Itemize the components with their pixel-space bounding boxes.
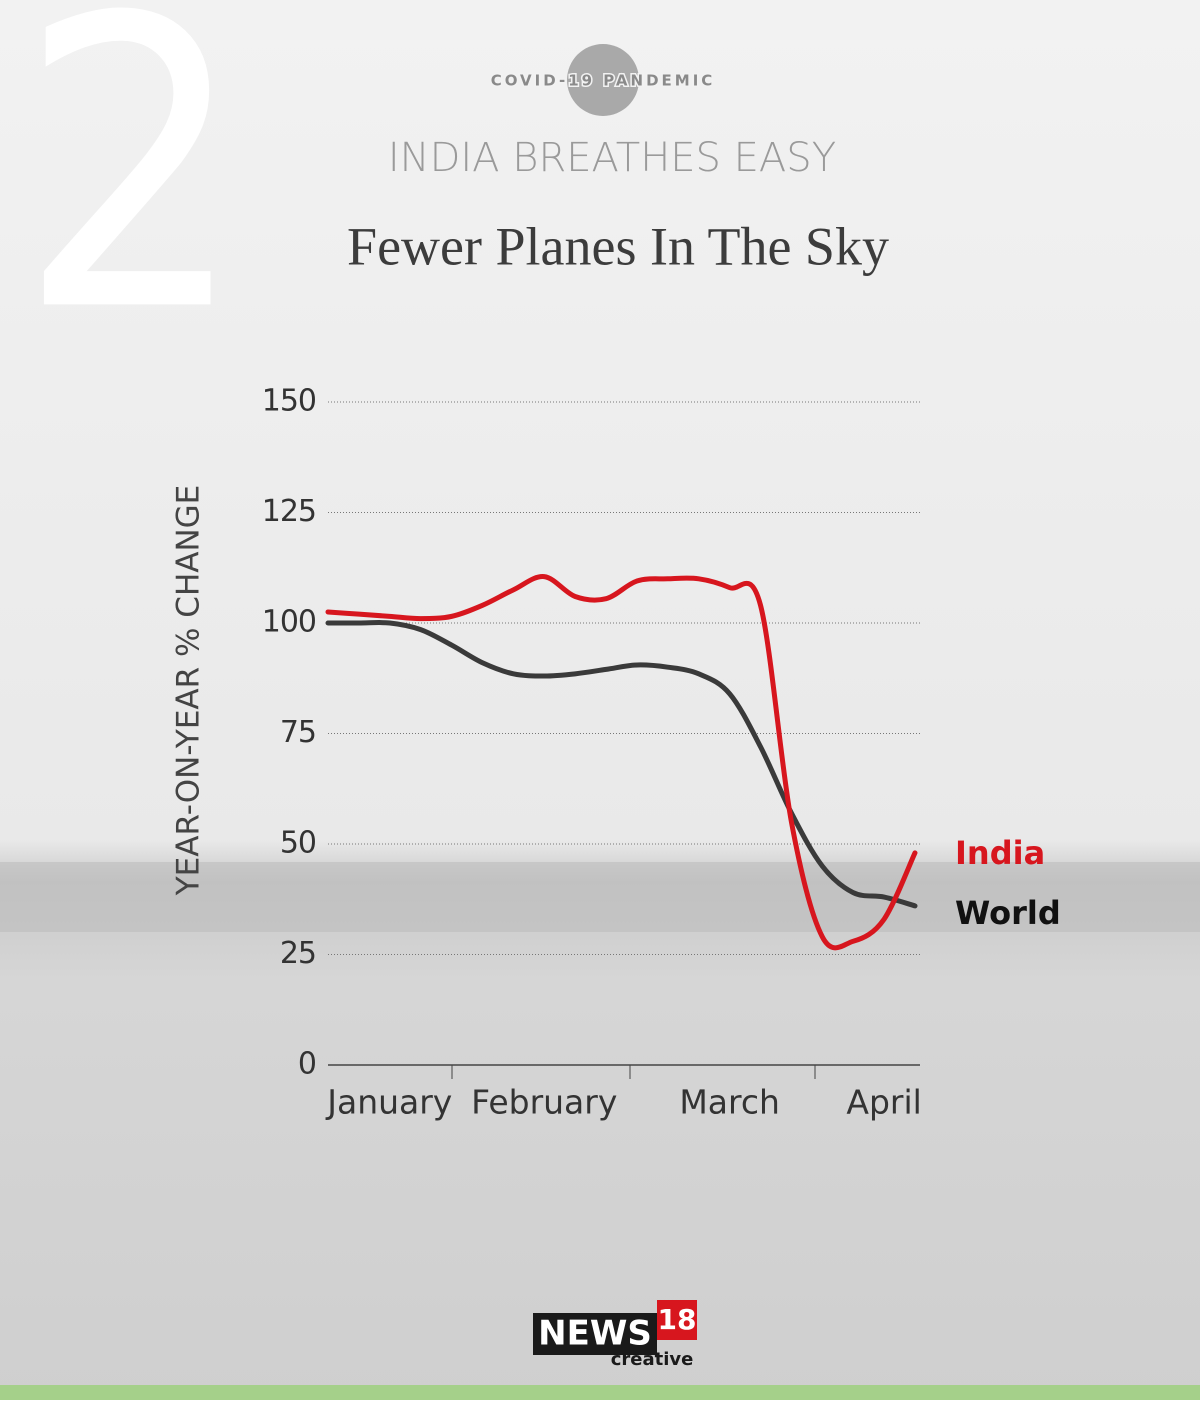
y-axis-label: YEAR-ON-YEAR % CHANGE bbox=[171, 485, 207, 897]
y-tick-label: 100 bbox=[262, 605, 316, 640]
virus-icon bbox=[567, 44, 639, 116]
kicker: COVID-19 PANDEMIC bbox=[491, 72, 716, 90]
logo-box bbox=[533, 1313, 657, 1355]
y-tick-label: 0 bbox=[298, 1047, 316, 1082]
x-tick-label: February bbox=[471, 1083, 617, 1122]
logo-number-box bbox=[657, 1300, 697, 1340]
series-line bbox=[325, 574, 918, 951]
chart-title: Fewer Planes In The Sky bbox=[347, 216, 889, 276]
bottom-strip bbox=[0, 1385, 1200, 1400]
logo-brand: NEWS bbox=[538, 1314, 652, 1354]
logo-sub: creative bbox=[611, 1349, 694, 1370]
logo-number: 18 bbox=[658, 1303, 697, 1336]
x-tick-label: March bbox=[679, 1083, 780, 1122]
legend-label: World bbox=[955, 894, 1061, 932]
page-number: 2 bbox=[18, 0, 247, 399]
y-tick-label: 75 bbox=[280, 715, 316, 750]
y-tick-label: 50 bbox=[280, 826, 316, 861]
x-tick-label: April bbox=[846, 1083, 921, 1122]
legend-label: India bbox=[955, 834, 1045, 872]
x-tick-label: January bbox=[325, 1083, 452, 1122]
headline: INDIA BREATHES EASY bbox=[388, 135, 836, 181]
y-tick-label: 150 bbox=[262, 384, 316, 419]
y-tick-label: 125 bbox=[262, 494, 316, 529]
logo: NEWS 18 creative bbox=[533, 1300, 697, 1370]
series-line bbox=[325, 620, 918, 909]
y-tick-label: 25 bbox=[280, 936, 316, 971]
horizon bbox=[0, 862, 1200, 932]
